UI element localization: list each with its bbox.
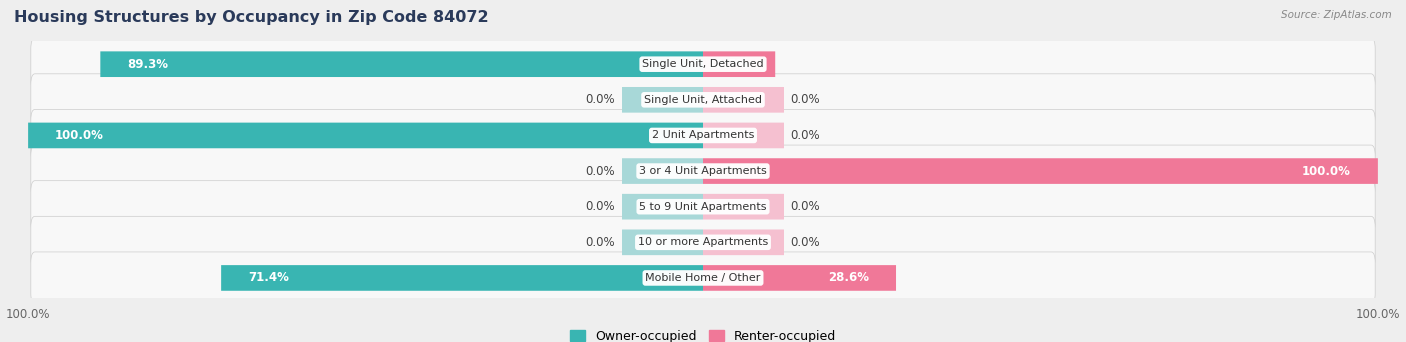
FancyBboxPatch shape bbox=[621, 194, 703, 220]
FancyBboxPatch shape bbox=[621, 87, 703, 113]
FancyBboxPatch shape bbox=[31, 74, 1375, 126]
FancyBboxPatch shape bbox=[621, 229, 703, 255]
FancyBboxPatch shape bbox=[31, 109, 1375, 161]
Text: 0.0%: 0.0% bbox=[790, 236, 820, 249]
FancyBboxPatch shape bbox=[703, 123, 785, 148]
FancyBboxPatch shape bbox=[31, 216, 1375, 268]
FancyBboxPatch shape bbox=[621, 158, 703, 184]
Text: 71.4%: 71.4% bbox=[247, 272, 290, 285]
Text: Housing Structures by Occupancy in Zip Code 84072: Housing Structures by Occupancy in Zip C… bbox=[14, 10, 489, 25]
FancyBboxPatch shape bbox=[703, 229, 785, 255]
FancyBboxPatch shape bbox=[703, 265, 896, 291]
FancyBboxPatch shape bbox=[703, 87, 785, 113]
FancyBboxPatch shape bbox=[28, 123, 703, 148]
Text: Mobile Home / Other: Mobile Home / Other bbox=[645, 273, 761, 283]
FancyBboxPatch shape bbox=[221, 265, 703, 291]
Text: 5 to 9 Unit Apartments: 5 to 9 Unit Apartments bbox=[640, 202, 766, 212]
Text: Source: ZipAtlas.com: Source: ZipAtlas.com bbox=[1281, 10, 1392, 20]
Text: 2 Unit Apartments: 2 Unit Apartments bbox=[652, 130, 754, 141]
Legend: Owner-occupied, Renter-occupied: Owner-occupied, Renter-occupied bbox=[565, 325, 841, 342]
FancyBboxPatch shape bbox=[703, 158, 1378, 184]
FancyBboxPatch shape bbox=[31, 145, 1375, 197]
Text: 10.7%: 10.7% bbox=[707, 58, 748, 71]
Text: 0.0%: 0.0% bbox=[586, 165, 616, 177]
Text: 0.0%: 0.0% bbox=[586, 200, 616, 213]
FancyBboxPatch shape bbox=[31, 252, 1375, 304]
Text: 0.0%: 0.0% bbox=[790, 129, 820, 142]
FancyBboxPatch shape bbox=[703, 194, 785, 220]
Text: 28.6%: 28.6% bbox=[828, 272, 869, 285]
Text: 10 or more Apartments: 10 or more Apartments bbox=[638, 237, 768, 247]
Text: 0.0%: 0.0% bbox=[586, 93, 616, 106]
Text: Single Unit, Detached: Single Unit, Detached bbox=[643, 59, 763, 69]
Text: 3 or 4 Unit Apartments: 3 or 4 Unit Apartments bbox=[640, 166, 766, 176]
Text: 100.0%: 100.0% bbox=[55, 129, 104, 142]
Text: 89.3%: 89.3% bbox=[128, 58, 169, 71]
FancyBboxPatch shape bbox=[31, 38, 1375, 90]
FancyBboxPatch shape bbox=[100, 51, 703, 77]
Text: 0.0%: 0.0% bbox=[790, 200, 820, 213]
Text: 100.0%: 100.0% bbox=[1302, 165, 1351, 177]
Text: Single Unit, Attached: Single Unit, Attached bbox=[644, 95, 762, 105]
FancyBboxPatch shape bbox=[31, 181, 1375, 233]
Text: 0.0%: 0.0% bbox=[790, 93, 820, 106]
Text: 0.0%: 0.0% bbox=[586, 236, 616, 249]
FancyBboxPatch shape bbox=[703, 51, 775, 77]
